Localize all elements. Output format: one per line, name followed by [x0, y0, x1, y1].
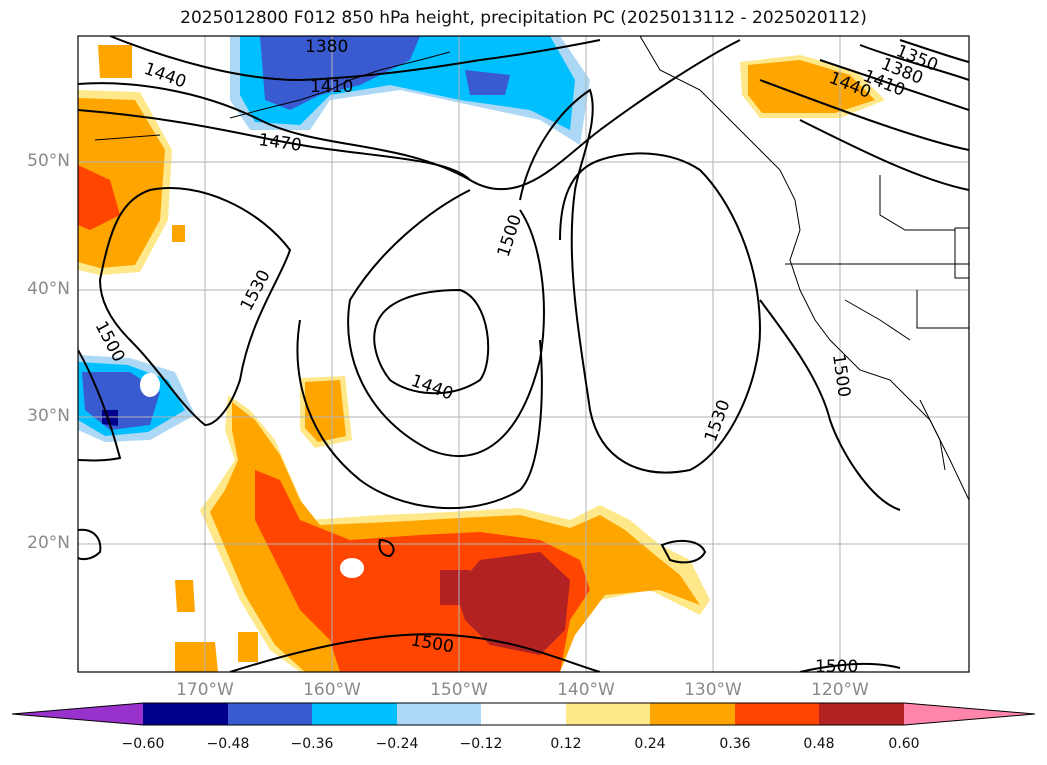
colorbar-tick: 0.12	[550, 736, 582, 752]
pos-anomaly-south-dark2	[440, 570, 470, 605]
neg-hole	[140, 373, 160, 397]
pos-anomaly-central-orange	[305, 380, 346, 442]
colorbar-tick: −0.60	[121, 736, 165, 752]
colorbar-cell	[566, 703, 650, 725]
pos-anomaly-nw-red	[78, 165, 120, 230]
colorbar-cell	[228, 703, 312, 725]
contour-label: 1410	[310, 77, 353, 97]
neg-anomaly-north-blue	[260, 36, 420, 110]
colorbar-cell	[143, 703, 228, 725]
colorbar-cell	[397, 703, 481, 725]
lon-label: 170°W	[176, 680, 234, 700]
colorbar-cell	[819, 703, 904, 725]
colorbar-extend-high	[904, 703, 1035, 725]
colorbar-tick: −0.24	[375, 736, 419, 752]
colorbar-extend-low	[12, 703, 143, 725]
colorbar-tick: 0.48	[803, 736, 835, 752]
lat-label: 50°N	[27, 151, 70, 171]
colorbar-tick: −0.12	[459, 736, 503, 752]
contour-label: 1380	[305, 37, 348, 57]
lon-label: 150°W	[430, 680, 488, 700]
colorbar-cell	[312, 703, 397, 725]
contour-label: 1500	[815, 657, 858, 677]
pos-anomaly-islands-small	[175, 580, 195, 612]
height-contours	[78, 36, 969, 672]
lon-label: 140°W	[557, 680, 615, 700]
colorbar-tick: 0.36	[719, 736, 751, 752]
figure-title: 2025012800 F012 850 hPa height, precipit…	[180, 8, 867, 28]
colorbar-cell	[481, 703, 566, 725]
pos-hole	[340, 558, 364, 578]
pos-anomaly-islands-small3	[238, 632, 258, 662]
colorbar-cell	[735, 703, 819, 725]
map-frame	[77, 35, 970, 673]
pos-anomaly-ne-orange	[748, 60, 875, 113]
pos-anomaly-nw-orange	[78, 98, 165, 268]
colorbar-outline	[11, 702, 1036, 726]
colorbar-tick: 0.60	[888, 736, 920, 752]
pos-anomaly-small2	[172, 225, 185, 242]
lon-label: 160°W	[303, 680, 361, 700]
pos-anomaly-islands-small2	[175, 642, 218, 672]
lat-label: 30°N	[27, 406, 70, 426]
lon-label: 130°W	[684, 680, 742, 700]
colorbar-tick: 0.24	[634, 736, 666, 752]
lon-label: 120°W	[811, 680, 869, 700]
lat-label: 20°N	[27, 533, 70, 553]
colorbar-cell	[650, 703, 735, 725]
colorbar-tick: −0.36	[290, 736, 334, 752]
colorbar-tick: −0.48	[206, 736, 250, 752]
coastlines	[94, 36, 969, 501]
neg-anomaly-north-blue2	[465, 70, 510, 95]
lat-label: 40°N	[27, 279, 70, 299]
pos-anomaly-south-dark	[455, 552, 570, 655]
colorbar	[11, 702, 1036, 726]
pos-anomaly-small1	[98, 45, 132, 78]
